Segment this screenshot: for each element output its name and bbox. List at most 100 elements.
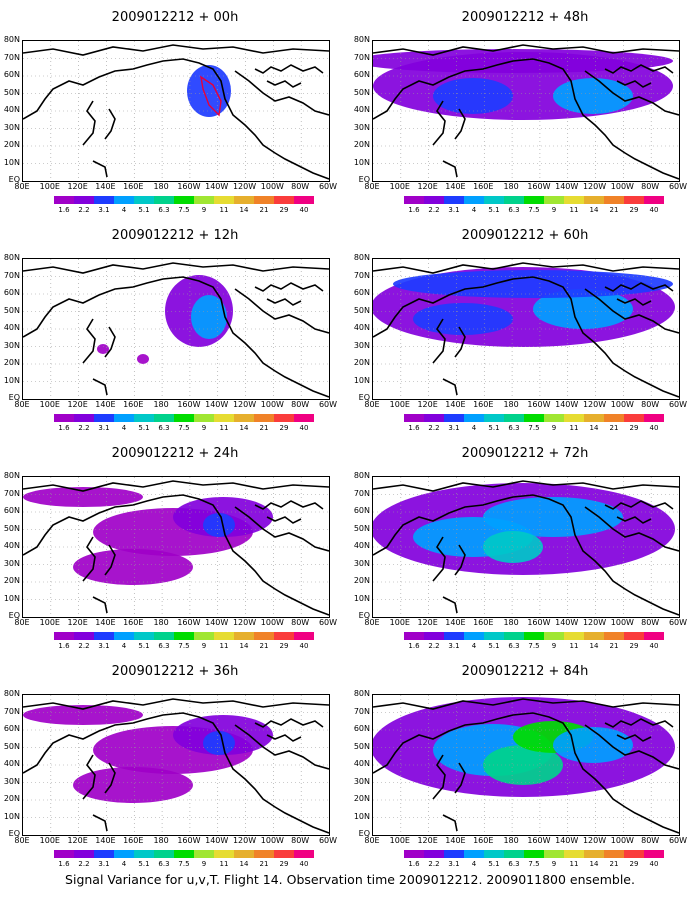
colorbar-label: 7.5 bbox=[528, 860, 540, 868]
colorbar-label: 2.2 bbox=[78, 642, 90, 650]
colorbar-label: 3.1 bbox=[98, 860, 110, 868]
map-svg bbox=[23, 41, 329, 181]
latitude-label: 10N bbox=[353, 593, 370, 603]
colorbar-label: 6.3 bbox=[158, 206, 170, 214]
coastline bbox=[266, 516, 302, 524]
colorbar-swatch bbox=[404, 196, 424, 204]
latitude-label: 30N bbox=[3, 340, 20, 350]
longitude-label: 180 bbox=[153, 618, 169, 627]
colorbar-label: 14 bbox=[589, 642, 599, 650]
colorbar-swatch bbox=[74, 196, 94, 204]
colorbar-swatch bbox=[524, 196, 544, 204]
longitude-label: 140W bbox=[205, 836, 229, 845]
coastline bbox=[373, 712, 679, 834]
colorbar-label: 14 bbox=[239, 860, 249, 868]
longitude-label: 140E bbox=[95, 400, 116, 409]
colorbar-label: 11 bbox=[569, 642, 579, 650]
longitude-label: 100W bbox=[610, 836, 634, 845]
latitude-label: 80N bbox=[3, 471, 20, 480]
colorbar-swatch bbox=[134, 632, 154, 640]
colorbar-swatch bbox=[624, 414, 644, 422]
latitude-label: 60N bbox=[353, 506, 370, 515]
coastline bbox=[604, 500, 674, 510]
longitude-label: 140W bbox=[555, 836, 579, 845]
coastline bbox=[442, 814, 458, 832]
colorbar-swatch bbox=[214, 196, 234, 204]
colorbar-swatch bbox=[194, 414, 214, 422]
latitude-label: 10N bbox=[3, 375, 20, 385]
colorbar-label: 4 bbox=[471, 642, 477, 650]
longitude-label: 120E bbox=[417, 836, 438, 845]
latitude-label: 70N bbox=[3, 270, 20, 280]
colorbar-label: 6.3 bbox=[158, 642, 170, 650]
longitude-label: 100E bbox=[39, 836, 60, 845]
colorbar-label: 11 bbox=[569, 424, 579, 432]
coastline bbox=[23, 58, 329, 180]
latitude-label: 60N bbox=[3, 506, 20, 515]
colorbar-label: 9 bbox=[201, 642, 207, 650]
latitude-label: 10N bbox=[353, 375, 370, 385]
colorbar-swatch bbox=[54, 196, 74, 204]
map-svg bbox=[23, 477, 329, 617]
colorbar-swatch bbox=[644, 414, 664, 422]
longitude-label: 160W bbox=[527, 400, 551, 409]
colorbar-swatch bbox=[404, 414, 424, 422]
colorbar-swatch bbox=[294, 850, 314, 858]
latitude-label: EQ bbox=[358, 611, 370, 620]
longitude-label: 140W bbox=[555, 182, 579, 191]
latitude-label: 10N bbox=[3, 157, 20, 167]
coastline bbox=[373, 698, 679, 710]
map-svg bbox=[373, 41, 679, 181]
longitude-label: 80W bbox=[641, 836, 660, 845]
colorbar-label: 4 bbox=[121, 424, 127, 432]
coastline bbox=[432, 100, 446, 146]
longitude-label: 100W bbox=[260, 400, 284, 409]
colorbar-label: 3.1 bbox=[98, 424, 110, 432]
variance-area bbox=[483, 745, 563, 785]
latitude-label: 60N bbox=[3, 724, 20, 733]
colorbar-label: 11 bbox=[569, 860, 579, 868]
colorbar-swatch bbox=[424, 414, 444, 422]
longitude-label: 180 bbox=[153, 182, 169, 191]
coastline bbox=[23, 494, 329, 616]
colorbar-swatch bbox=[214, 632, 234, 640]
colorbar-swatch bbox=[584, 414, 604, 422]
latitude-label: 20N bbox=[353, 358, 370, 367]
longitude-label: 100E bbox=[389, 400, 410, 409]
panel-title: 2009012212 + 48h bbox=[461, 10, 589, 25]
latitude-label: 40N bbox=[353, 541, 370, 550]
colorbar-label: 6.3 bbox=[508, 642, 520, 650]
colorbar-swatch bbox=[94, 196, 114, 204]
longitude-label: 120E bbox=[417, 618, 438, 627]
latitude-label: EQ bbox=[8, 175, 20, 184]
longitude-label: 140E bbox=[95, 182, 116, 191]
longitude-label: 120W bbox=[582, 836, 607, 845]
coastline bbox=[373, 494, 679, 616]
colorbar-label: 21 bbox=[609, 642, 619, 650]
latitude-label: 50N bbox=[3, 305, 20, 315]
colorbar-swatch bbox=[194, 850, 214, 858]
colorbar-label: 4 bbox=[471, 206, 477, 214]
latitude-label: 30N bbox=[3, 122, 20, 132]
colorbar-swatch bbox=[114, 632, 134, 640]
colorbar-swatch bbox=[464, 850, 484, 858]
longitude-label: 160W bbox=[527, 836, 551, 845]
longitude-label: 160W bbox=[527, 618, 551, 627]
colorbar-label: 3.1 bbox=[448, 642, 460, 650]
latitude-label: 60N bbox=[353, 724, 370, 733]
colorbar-swatch bbox=[464, 196, 484, 204]
longitude-label: 100W bbox=[260, 836, 284, 845]
panel-title: 2009012212 + 84h bbox=[461, 664, 589, 679]
longitude-label: 100W bbox=[260, 182, 284, 191]
colorbar-label: 14 bbox=[589, 860, 599, 868]
colorbar-swatch bbox=[524, 632, 544, 640]
longitude-label: 140E bbox=[95, 836, 116, 845]
colorbar-label: 40 bbox=[299, 424, 309, 432]
colorbar-swatch bbox=[504, 632, 524, 640]
longitude-label: 140E bbox=[445, 836, 466, 845]
longitude-label: 100W bbox=[610, 618, 634, 627]
longitude-label: 100W bbox=[610, 400, 634, 409]
longitude-label: 120E bbox=[67, 618, 88, 627]
figure-caption: Signal Variance for u,v,T. Flight 14. Ob… bbox=[65, 872, 635, 887]
colorbar-label: 1.6 bbox=[408, 206, 420, 214]
